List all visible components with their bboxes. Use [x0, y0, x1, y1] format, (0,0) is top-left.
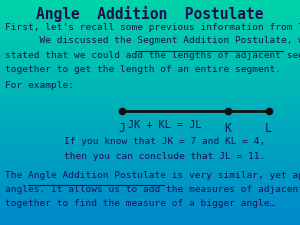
Text: For example:: For example:: [5, 81, 74, 90]
Text: Angle  Addition  Postulate: Angle Addition Postulate: [36, 6, 264, 22]
Text: First, let’s recall some previous information from last week…: First, let’s recall some previous inform…: [5, 22, 300, 32]
Text: If you know that JK = 7 and KL = 4,: If you know that JK = 7 and KL = 4,: [64, 137, 266, 146]
Text: angles. It allows us to add the measures of adjacent angles: angles. It allows us to add the measures…: [5, 185, 300, 194]
Text: The Angle Addition Postulate is very similar, yet applies to: The Angle Addition Postulate is very sim…: [5, 171, 300, 180]
Text: then you can conclude that JL = 11.: then you can conclude that JL = 11.: [64, 152, 266, 161]
Text: We discussed the Segment Addition Postulate, which: We discussed the Segment Addition Postul…: [5, 36, 300, 45]
Text: together to get the length of an entire segment.: together to get the length of an entire …: [5, 65, 281, 74]
Text: together to find the measure of a bigger angle…: together to find the measure of a bigger…: [5, 199, 276, 208]
Text: K: K: [225, 122, 231, 135]
Text: J: J: [118, 122, 125, 135]
Text: stated that we could add the lengths of adjacent segments: stated that we could add the lengths of …: [5, 51, 300, 60]
Text: JK + KL = JL: JK + KL = JL: [128, 120, 202, 130]
Text: L: L: [265, 122, 272, 135]
